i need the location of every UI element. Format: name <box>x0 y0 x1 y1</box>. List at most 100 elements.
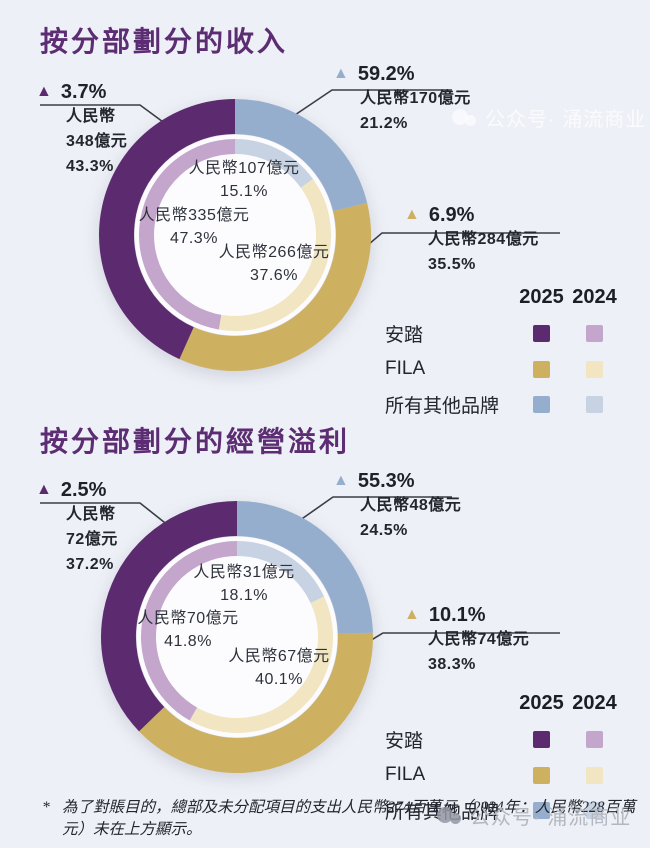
inner-label-profit-others-2024: 人民幣31億元 18.1% <box>193 561 294 607</box>
up-triangle-icon: ▲ <box>36 83 52 100</box>
segment-share: 18.1% <box>220 587 268 604</box>
segment-share: 43.3% <box>66 158 114 175</box>
revenue-donut-chart <box>99 99 371 371</box>
donut-segment-安踏 <box>99 99 236 360</box>
donut-segment-所有其他品牌 <box>236 501 373 635</box>
profit-section-title: 按分部劃分的經營溢利 <box>40 426 351 457</box>
footnote-text: 為了對賬目的，總部及未分配項目的支出人民幣274百萬元（2024年：人民幣228… <box>62 799 636 838</box>
inner-label-revenue-anta-2024: 人民幣335億元 47.3% <box>139 204 250 250</box>
swatch-fila-2024 <box>586 360 603 378</box>
swatch-anta-2024 <box>586 731 603 748</box>
donut-segment-安踏 <box>141 541 238 721</box>
revenue-section: 按分部劃分的收入 ▲ 3.7% 人民幣 348億元 43.3% ▲ 59.2% … <box>0 0 650 417</box>
swatch-fila-2025 <box>533 360 550 378</box>
inner-label-revenue-others-2024: 人民幣107億元 15.1% <box>189 157 300 203</box>
profit-donut-chart <box>101 501 373 773</box>
callout-headline: ▲ 59.2% <box>333 62 471 86</box>
callout-headline: ▲ 55.3% <box>333 469 461 493</box>
segment-share: 21.2% <box>360 115 408 132</box>
segment-value-line2: 72億元 <box>66 531 118 548</box>
donut-segment-所有其他品牌 <box>234 99 368 212</box>
segment-share: 35.5% <box>428 256 476 273</box>
inner-label-profit-fila-2024: 人民幣67億元 40.1% <box>228 645 329 691</box>
segment-value: 人民幣48億元 <box>360 497 462 514</box>
swatch-anta-2025 <box>533 325 550 342</box>
segment-value: 人民幣170億元 <box>360 90 471 107</box>
up-triangle-icon: ▲ <box>333 65 349 82</box>
segment-value: 人民幣74億元 <box>428 631 530 648</box>
inner-label-profit-anta-2024: 人民幣70億元 41.8% <box>137 607 238 653</box>
segment-share: 37.6% <box>250 267 298 284</box>
legend-label-fila: FILA <box>385 358 426 379</box>
segment-value: 人民幣 <box>66 108 116 125</box>
segment-share: 24.5% <box>360 522 408 539</box>
callout-revenue-others: ▲ 59.2% 人民幣170億元 21.2% <box>333 62 471 136</box>
donut-segment-所有其他品牌 <box>234 139 314 188</box>
segment-value: 人民幣335億元 <box>138 207 250 224</box>
footnote-marker: * <box>42 799 50 816</box>
footnote: * 為了對賬目的，總部及未分配項目的支出人民幣274百萬元（2024年：人民幣2… <box>42 797 640 841</box>
legend-year-2025: 2025 <box>519 286 564 308</box>
legend-year-2024: 2024 <box>572 286 617 308</box>
legend: 2025 2024 安踏 FILA 所有其他品牌 <box>385 692 621 824</box>
swatch-others-2025 <box>533 396 550 413</box>
up-triangle-icon: ▲ <box>333 472 349 489</box>
donut-segment-FILA <box>218 179 331 331</box>
inner-label-revenue-fila-2024: 人民幣266億元 37.6% <box>219 241 330 287</box>
swatch-others-2024 <box>586 802 603 819</box>
legend-label-fila: FILA <box>385 764 426 785</box>
donut-segment-安踏 <box>101 501 238 732</box>
swatch-fila-2024 <box>586 766 603 784</box>
swatch-fila-2025 <box>533 766 550 784</box>
swatch-anta-2025 <box>533 731 550 748</box>
up-triangle-icon: ▲ <box>36 481 52 498</box>
segment-value-line2: 348億元 <box>66 133 128 150</box>
legend-label-anta: 安踏 <box>385 325 424 346</box>
callout-headline: ▲ 2.5% <box>36 478 118 502</box>
segment-share: 15.1% <box>220 183 268 200</box>
callout-profit-fila: ▲ 10.1% 人民幣74億元 38.3% <box>404 603 529 677</box>
donut-segment-所有其他品牌 <box>236 541 325 604</box>
segment-value: 人民幣67億元 <box>228 648 330 665</box>
segment-share: 41.8% <box>164 633 212 650</box>
yoy-change: 55.3% <box>357 470 415 492</box>
donut-segment-FILA <box>139 632 373 773</box>
swatch-others-2024 <box>586 396 603 413</box>
segment-value: 人民幣31億元 <box>193 564 295 581</box>
yoy-change: 2.5% <box>60 479 107 501</box>
segment-share: 38.3% <box>428 656 476 673</box>
donut-hole <box>136 536 338 738</box>
legend-label-others: 所有其他品牌 <box>385 396 500 417</box>
swatch-others-2025 <box>533 802 550 819</box>
callout-headline: ▲ 10.1% <box>404 603 529 627</box>
segment-value: 人民幣266億元 <box>218 244 330 261</box>
segment-value: 人民幣284億元 <box>428 231 539 248</box>
callout-headline: ▲ 6.9% <box>404 203 539 227</box>
swatch-anta-2024 <box>586 325 603 342</box>
segment-value: 人民幣 <box>66 506 116 523</box>
donut-segment-FILA <box>179 202 371 371</box>
donut-segment-安踏 <box>139 139 236 330</box>
segment-share: 40.1% <box>255 671 303 688</box>
legend-year-2024: 2024 <box>572 692 617 714</box>
yoy-change: 6.9% <box>428 204 475 226</box>
callout-profit-anta: ▲ 2.5% 人民幣 72億元 37.2% <box>36 478 118 577</box>
segment-value: 人民幣70億元 <box>137 610 239 627</box>
legend: 2025 2024 安踏 FILA 所有其他品牌 <box>385 286 621 418</box>
up-triangle-icon: ▲ <box>404 206 420 223</box>
donut-hole <box>134 134 336 336</box>
operating-profit-section: 按分部劃分的經營溢利 ▲ 2.5% 人民幣 72億元 37.2% ▲ 55.3%… <box>0 410 650 823</box>
yoy-change: 3.7% <box>60 81 107 103</box>
yoy-change: 59.2% <box>357 63 415 85</box>
donut-segment-FILA <box>189 596 333 733</box>
segment-share: 47.3% <box>170 230 218 247</box>
legend-year-2025: 2025 <box>519 692 564 714</box>
callout-profit-others: ▲ 55.3% 人民幣48億元 24.5% <box>333 469 461 543</box>
callout-revenue-anta: ▲ 3.7% 人民幣 348億元 43.3% <box>36 80 127 179</box>
segment-share: 37.2% <box>66 556 114 573</box>
segment-value: 人民幣107億元 <box>188 160 300 177</box>
up-triangle-icon: ▲ <box>404 606 420 623</box>
legend-label-anta: 安踏 <box>385 731 424 752</box>
callout-revenue-fila: ▲ 6.9% 人民幣284億元 35.5% <box>404 203 539 277</box>
